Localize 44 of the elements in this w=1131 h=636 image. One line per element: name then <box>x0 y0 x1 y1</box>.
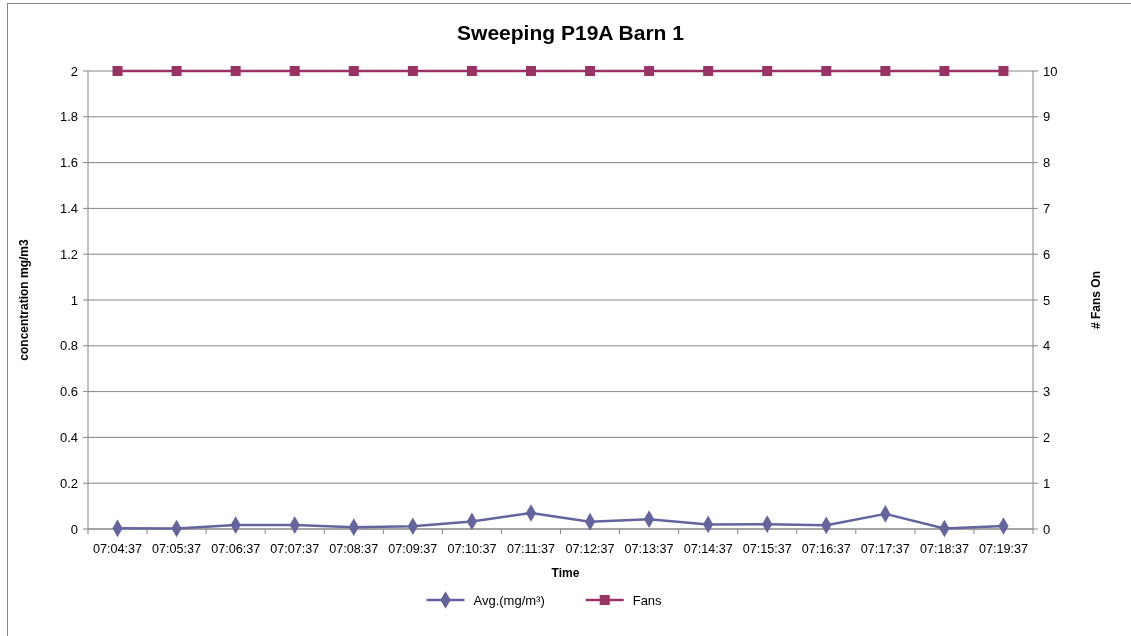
legend-label: Avg.(mg/m³) <box>473 592 545 608</box>
y-tick-label: 0 <box>70 521 78 537</box>
y-tick-label: 1.4 <box>59 200 78 216</box>
y-tick-label: 1 <box>70 292 78 308</box>
y-tick-label: 0.6 <box>59 384 78 400</box>
y2-tick-label: 10 <box>1043 63 1058 79</box>
y-tick-label: 1.2 <box>59 246 78 262</box>
x-tick-label: 07:11:37 <box>506 542 556 556</box>
y2-tick-label: 3 <box>1043 384 1051 400</box>
y2-tick-label: 6 <box>1043 246 1051 262</box>
y2-tick-label: 0 <box>1043 521 1051 537</box>
x-tick-label: 07:19:37 <box>978 542 1028 556</box>
x-tick-label: 07:08:37 <box>329 542 379 556</box>
y-tick-label: 1.6 <box>59 155 78 171</box>
chart-title: Sweeping P19A Barn 1 <box>457 21 685 44</box>
y2-axis-title: # Fans On <box>1089 270 1103 330</box>
x-axis-title: Time <box>551 566 580 580</box>
x-tick-label: 07:05:37 <box>152 542 202 556</box>
x-tick-label: 07:14:37 <box>683 542 733 556</box>
x-tick-label: 07:06:37 <box>211 542 261 556</box>
x-tick-label: 07:10:37 <box>447 542 497 556</box>
y-tick-label: 2 <box>70 63 78 79</box>
y2-tick-label: 1 <box>1043 475 1051 491</box>
y-tick-label: 0.2 <box>59 475 78 491</box>
x-tick-label: 07:15:37 <box>742 542 792 556</box>
x-tick-label: 07:09:37 <box>388 542 438 556</box>
x-tick-label: 07:18:37 <box>919 542 969 556</box>
x-tick-label: 07:07:37 <box>270 542 320 556</box>
y2-tick-label: 8 <box>1043 155 1051 171</box>
x-tick-label: 07:17:37 <box>860 542 910 556</box>
y-tick-label: 1.8 <box>59 109 78 125</box>
y2-tick-label: 2 <box>1043 429 1051 445</box>
y-axis-title: concentration mg/m3 <box>17 239 31 361</box>
y2-tick-label: 7 <box>1043 200 1051 216</box>
x-tick-label: 07:04:37 <box>93 542 143 556</box>
y-tick-label: 0.4 <box>59 429 78 445</box>
x-tick-label: 07:16:37 <box>801 542 851 556</box>
x-tick-label: 07:12:37 <box>565 542 615 556</box>
y2-tick-label: 9 <box>1043 109 1051 125</box>
legend-label: Fans <box>632 592 663 608</box>
y2-tick-label: 4 <box>1043 338 1051 354</box>
x-tick-label: 07:13:37 <box>624 542 674 556</box>
y-tick-label: 0.8 <box>59 338 78 354</box>
y2-tick-label: 5 <box>1043 292 1051 308</box>
